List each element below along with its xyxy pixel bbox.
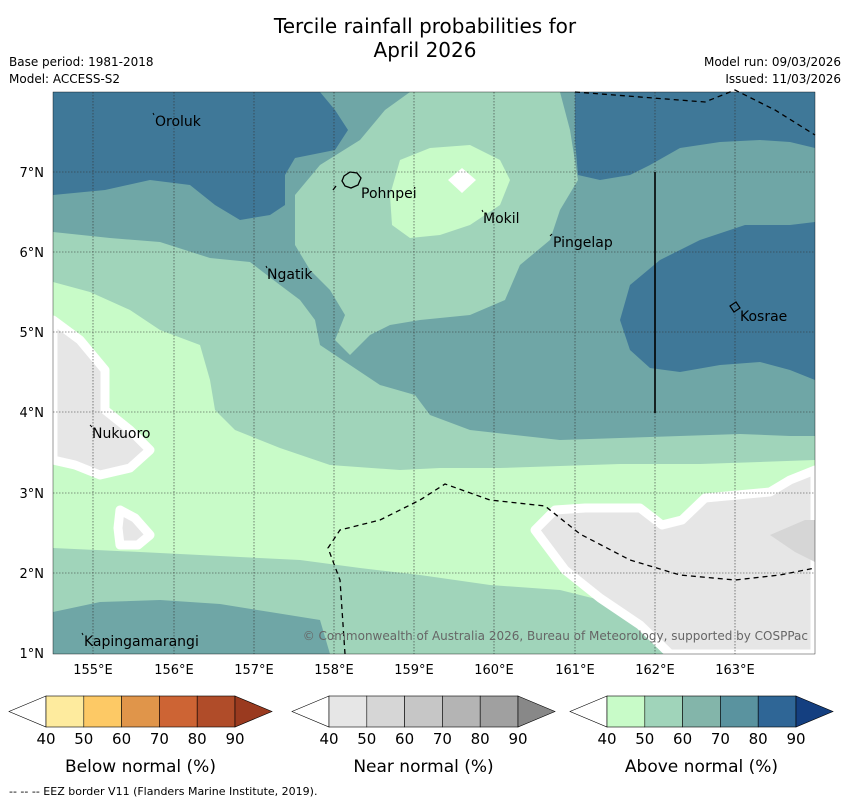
region-near-west <box>53 315 155 480</box>
map-frame <box>52 91 816 655</box>
colorbar-tick-label: 50 <box>635 730 654 748</box>
colorbar-segment <box>442 695 481 728</box>
colorbar-min-triangle <box>8 695 47 728</box>
colorbar-segment <box>720 695 759 728</box>
title-line-1: Tercile rainfall probabilities for <box>273 14 577 38</box>
colorbar-segment <box>45 695 85 728</box>
colorbar-tick-label: 50 <box>357 730 376 748</box>
chart-title: Tercile rainfall probabilities for April… <box>0 14 850 62</box>
colorbar-tick-label: 90 <box>225 730 244 748</box>
colorbar-title: Below normal (%) <box>65 757 216 777</box>
region-80-kosrae <box>620 222 815 380</box>
colorbar-tick-label: 90 <box>508 730 527 748</box>
region-80-northwest <box>53 92 348 220</box>
lon-label-162: 162°E <box>635 663 675 678</box>
colorbar-tick-label: 70 <box>711 730 730 748</box>
colorbar-tick-label: 80 <box>188 730 207 748</box>
colorbar-segment <box>159 695 198 728</box>
lon-label-161: 161°E <box>555 663 595 678</box>
region-80-northeast <box>575 92 815 180</box>
colorbar-segment <box>757 695 797 728</box>
lon-label-158: 158°E <box>314 663 354 678</box>
place-kosrae: Kosrae <box>740 309 787 325</box>
lat-label-1: 1°N <box>20 647 45 662</box>
eez-footnote: -- -- -- EEZ border V11 (Flanders Marine… <box>9 785 318 798</box>
colorbar-tick-label: 60 <box>112 730 131 748</box>
colorbar-max-triangle <box>517 695 556 728</box>
place-kapingamarangi: Kapingamarangi <box>84 634 199 650</box>
region-near-southeast <box>530 465 815 654</box>
place-pohnpei: Pohnpei <box>361 186 417 202</box>
place-oroluk: Oroluk <box>155 114 202 130</box>
lon-label-155: 155°E <box>73 663 113 678</box>
colorbar-title: Near normal (%) <box>353 757 493 777</box>
copyright-notice: © Commonwealth of Australia 2026, Bureau… <box>303 629 808 643</box>
colorbar-2: 40 50 60 70 80 90 Near normal (%) <box>291 695 556 777</box>
pohnpei-island <box>341 171 362 189</box>
colorbar-tick-label: 40 <box>36 730 55 748</box>
colorbar-segment <box>83 695 122 728</box>
meta-right: Model run: 09/03/2026 Issued: 11/03/2026 <box>704 54 841 88</box>
probability-field <box>53 92 815 654</box>
colorbar-segment <box>328 695 368 728</box>
colorbar-segment <box>366 695 405 728</box>
colorbar-3: 40 50 60 70 80 90 Above normal (%) <box>569 695 834 777</box>
colorbar-max-triangle <box>234 695 273 728</box>
colorbar-tick-label: 80 <box>471 730 490 748</box>
model-name: Model: ACCESS-S2 <box>9 72 121 86</box>
lon-label-159: 159°E <box>394 663 434 678</box>
colorbar-segment <box>121 695 160 728</box>
meta-left: Base period: 1981-2018 Model: ACCESS-S2 <box>9 54 154 88</box>
colorbar-segment <box>404 695 443 728</box>
colorbar-segment <box>644 695 683 728</box>
lat-label-3: 3°N <box>20 487 45 502</box>
colorbar-title: Above normal (%) <box>625 757 778 777</box>
colorbar-min-triangle <box>291 695 330 728</box>
lat-label-2: 2°N <box>20 567 45 582</box>
region-near-darker <box>770 520 815 562</box>
colorbars: 40 50 60 70 80 90 Below normal (%) 40 50 60 70 80 90… <box>8 695 834 777</box>
place-mokil: Mokil <box>483 211 520 227</box>
region-near-southwest <box>113 505 155 550</box>
eez-border <box>327 89 816 655</box>
lat-label-6: 6°N <box>20 246 45 261</box>
colorbar-tick-label: 80 <box>749 730 768 748</box>
colorbar-tick-label: 50 <box>74 730 93 748</box>
colorbar-tick-label: 60 <box>673 730 692 748</box>
lon-label-156: 156°E <box>154 663 194 678</box>
lon-label-163: 163°E <box>715 663 755 678</box>
lat-label-4: 4°N <box>20 406 45 421</box>
place-ngatik: Ngatik <box>267 267 313 283</box>
colorbar-tick-label: 70 <box>150 730 169 748</box>
region-near-north-diamond <box>448 168 476 193</box>
lon-label-157: 157°E <box>234 663 274 678</box>
base-period: Base period: 1981-2018 <box>9 55 154 69</box>
colorbar-tick-label: 40 <box>597 730 616 748</box>
colorbar-segment <box>196 695 236 728</box>
place-nukuoro: Nukuoro <box>92 426 150 442</box>
title-line-2: April 2026 <box>373 38 477 62</box>
atoll-ticks <box>81 112 553 636</box>
colorbar-segment <box>479 695 519 728</box>
issued-date: Issued: 11/03/2026 <box>725 72 841 86</box>
colorbar-segment <box>682 695 721 728</box>
colorbar-1: 40 50 60 70 80 90 Below normal (%) <box>8 695 273 777</box>
colorbar-min-triangle <box>569 695 608 728</box>
colorbar-tick-label: 70 <box>433 730 452 748</box>
lat-label-5: 5°N <box>20 326 45 341</box>
colorbar-segment <box>606 695 646 728</box>
colorbar-tick-label: 40 <box>319 730 338 748</box>
model-run: Model run: 09/03/2026 <box>703 55 841 69</box>
kosrae-island <box>729 301 741 313</box>
colorbar-tick-label: 60 <box>395 730 414 748</box>
colorbar-max-triangle <box>795 695 834 728</box>
place-pingelap: Pingelap <box>553 235 613 251</box>
lat-label-7: 7°N <box>20 166 45 181</box>
lon-label-160: 160°E <box>474 663 514 678</box>
region-70-south <box>53 600 330 654</box>
colorbar-tick-label: 90 <box>786 730 805 748</box>
region-50-pohnpei <box>390 145 510 238</box>
